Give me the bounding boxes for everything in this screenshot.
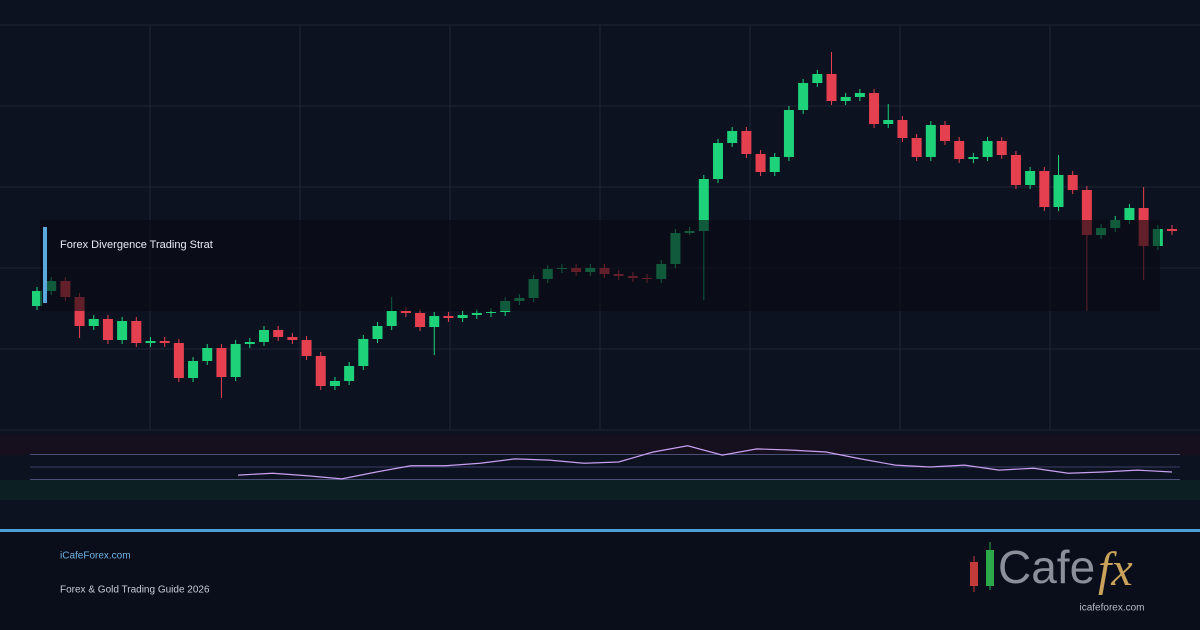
candle-body <box>415 313 426 327</box>
candle-body <box>173 343 184 378</box>
candle-body <box>117 321 128 340</box>
logo: Cafe fx icafeforex.com <box>970 541 1145 614</box>
osc-bottom-band <box>0 480 1200 500</box>
candle-body <box>216 348 227 377</box>
candle-body <box>1124 208 1135 220</box>
logo-url: icafeforex.com <box>1079 603 1144 614</box>
footer-guide: Forex & Gold Trading Guide 2026 <box>60 585 210 596</box>
logo-word: Cafe <box>998 541 1095 593</box>
candle-body <box>329 381 340 386</box>
candle-body <box>798 83 809 110</box>
candle-body <box>400 311 411 313</box>
candle-body <box>1167 229 1177 231</box>
candle-body <box>188 361 199 378</box>
candle-body <box>159 341 170 343</box>
candle-body <box>145 341 156 343</box>
candle-body <box>769 157 780 172</box>
candle-body <box>812 74 823 83</box>
logo-candle <box>970 562 978 586</box>
candle-body <box>755 154 766 172</box>
candle-body <box>486 312 496 313</box>
candle-body <box>88 319 99 326</box>
candle-body <box>698 179 709 231</box>
candle-body <box>1053 175 1064 207</box>
candle-body <box>358 339 369 366</box>
candle-body <box>1010 155 1021 185</box>
candle-body <box>996 141 1007 155</box>
candle-body <box>32 291 42 306</box>
logo-mark: fx <box>1098 543 1133 596</box>
candle-body <box>471 313 482 315</box>
candle-body <box>897 120 908 138</box>
candle-body <box>968 157 979 159</box>
candle-body <box>443 316 454 318</box>
label-overlay <box>40 220 1160 311</box>
candle-body <box>259 330 269 342</box>
candle-body <box>244 342 255 344</box>
candle-body <box>741 131 752 154</box>
candle-body <box>131 321 142 343</box>
candle-body <box>344 366 355 381</box>
candle-body <box>372 326 383 339</box>
candle-body <box>954 141 965 159</box>
candle-body <box>386 311 397 326</box>
candle-body <box>1025 171 1036 185</box>
divider <box>0 529 1200 532</box>
oscillator <box>30 445 1180 480</box>
candle-body <box>1067 175 1078 190</box>
candle-body <box>826 74 837 101</box>
overlay-label: Forex Divergence Trading Strat <box>60 239 213 251</box>
candle-body <box>301 340 312 356</box>
candle-body <box>1039 171 1050 207</box>
logo-candle <box>986 550 994 586</box>
candle-body <box>102 319 113 340</box>
overlay-accent <box>43 227 47 303</box>
candle-body <box>925 125 936 157</box>
candle-body <box>783 110 794 157</box>
candle-body <box>1081 190 1092 235</box>
candle-body <box>869 93 880 124</box>
candle-body <box>840 97 851 101</box>
candle-body <box>429 316 440 327</box>
candle-body <box>911 138 922 157</box>
osc-top-band <box>0 435 1200 455</box>
candle-body <box>230 344 241 377</box>
footer <box>0 532 1200 630</box>
candle-body <box>74 297 85 326</box>
candle-body <box>287 337 298 340</box>
candle-body <box>940 125 950 141</box>
candle-body <box>854 93 865 97</box>
candle-body <box>202 348 213 361</box>
candle-body <box>273 330 284 337</box>
candle-body <box>982 141 993 157</box>
footer-site: iCafeForex.com <box>60 551 131 562</box>
candle-body <box>457 315 468 318</box>
candle-body <box>713 143 723 179</box>
candle-body <box>727 131 738 143</box>
candle-body <box>883 120 894 124</box>
candle-body <box>315 356 326 386</box>
osc-line <box>237 445 1173 480</box>
